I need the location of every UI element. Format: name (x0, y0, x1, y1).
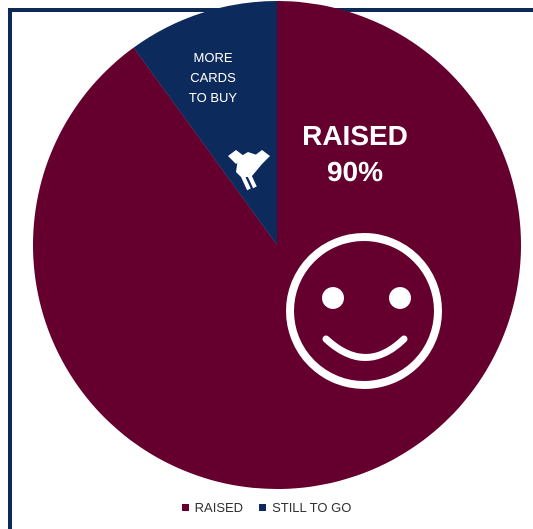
still-line-2: CARDS (190, 70, 236, 85)
raised-value: 90% (327, 156, 383, 187)
smiley-icon (286, 233, 442, 389)
still-line-3: TO BUY (189, 90, 237, 105)
raised-title: RAISED (302, 120, 408, 151)
pie-slices (32, 1, 522, 490)
still-line-1: MORE (194, 50, 233, 65)
handshake-icon (228, 150, 270, 191)
pie-slice-still-to-go (133, 1, 277, 245)
legend-label-raised: RAISED (194, 500, 244, 515)
legend-swatch-raised (181, 504, 189, 511)
still-to-go-annotation: MORE CARDS TO BUY (189, 50, 237, 105)
chart-legend: RAISED STILL TO GO (0, 500, 533, 515)
legend-item-raised: RAISED (181, 500, 244, 515)
raised-annotation: RAISED 90% (302, 120, 408, 187)
legend-item-still-to-go: STILL TO GO (259, 500, 351, 515)
pie-slice-raised (32, 1, 522, 490)
legend-swatch-still-to-go (259, 504, 267, 511)
legend-label-still-to-go: STILL TO GO (272, 500, 352, 515)
